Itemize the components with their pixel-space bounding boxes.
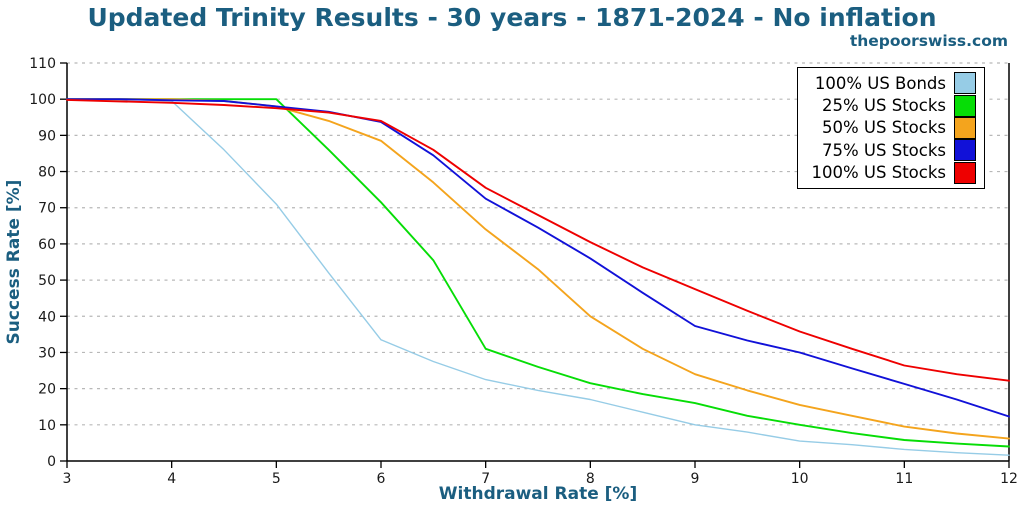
legend-swatch-100-us-stocks — [954, 161, 976, 184]
legend-item: 75% US Stocks — [812, 139, 976, 162]
y-tick-label: 30 — [38, 345, 56, 361]
legend-label: 100% US Stocks — [811, 163, 946, 183]
watermark-text: thepoorswiss.com — [849, 32, 1008, 50]
y-tick-label: 0 — [47, 454, 56, 470]
legend: 100% US Bonds 25% US Stocks 50% US Stock… — [796, 67, 985, 189]
x-axis-label: Withdrawal Rate [%] — [439, 484, 637, 504]
series-line-100-us-bonds — [66, 98, 1010, 456]
legend-label: 25% US Stocks — [822, 96, 946, 116]
y-tick-label: 50 — [38, 273, 56, 289]
page-title: Updated Trinity Results - 30 years - 187… — [87, 3, 937, 32]
y-tick-label: 70 — [38, 201, 56, 217]
legend-label: 75% US Stocks — [822, 140, 946, 160]
x-tick-label: 5 — [272, 471, 281, 487]
y-tick-label: 110 — [29, 56, 56, 72]
legend-item: 50% US Stocks — [812, 116, 976, 139]
x-tick-label: 10 — [791, 471, 809, 487]
y-tick-label: 80 — [38, 165, 56, 181]
y-tick-label: 20 — [38, 382, 56, 398]
x-tick-label: 11 — [895, 471, 913, 487]
x-tick-label: 7 — [481, 471, 490, 487]
x-tick-label: 8 — [586, 471, 595, 487]
legend-item: 100% US Bonds — [812, 72, 976, 95]
series-line-100-us-stocks — [66, 98, 1010, 382]
legend-swatch-75-us-stocks — [954, 139, 976, 162]
series-line-75-us-stocks — [66, 98, 1010, 418]
series-line-25-us-stocks — [66, 98, 1010, 448]
y-tick-label: 40 — [38, 309, 56, 325]
legend-label: 50% US Stocks — [822, 118, 946, 138]
x-tick-label: 12 — [1000, 471, 1018, 487]
y-axis-label: Success Rate [%] — [4, 180, 24, 345]
legend-swatch-25-us-stocks — [954, 94, 976, 117]
y-tick-label: 100 — [29, 92, 56, 108]
legend-swatch-100-us-bonds — [954, 72, 976, 95]
x-tick-label: 4 — [167, 471, 176, 487]
legend-swatch-50-us-stocks — [954, 116, 976, 139]
plot-generated: 3 4 5 6 7 8 9 10 11 12 0 10 20 30 40 50 60 70 80 90 100 110 — [29, 56, 1018, 487]
y-tick-label: 90 — [38, 128, 56, 144]
legend-label: 100% US Bonds — [814, 73, 946, 93]
y-tick-label: 60 — [38, 237, 56, 253]
y-tick-label: 10 — [38, 418, 56, 434]
legend-item: 100% US Stocks — [811, 161, 976, 184]
x-tick-label: 9 — [691, 471, 700, 487]
x-tick-label: 3 — [63, 471, 72, 487]
legend-item: 25% US Stocks — [812, 94, 976, 117]
x-tick-label: 6 — [377, 471, 386, 487]
